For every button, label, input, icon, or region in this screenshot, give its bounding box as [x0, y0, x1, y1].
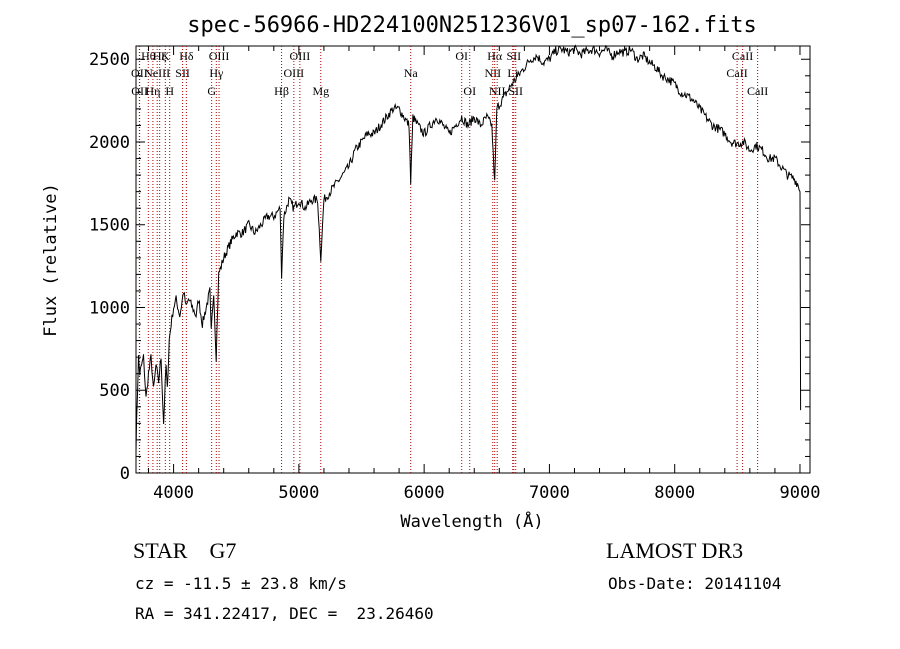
- line-marker-label: G: [207, 84, 216, 98]
- y-axis-label: Flux (relative): [41, 183, 61, 337]
- line-marker-label: SII: [508, 84, 523, 98]
- line-marker-label: Hζ: [153, 49, 167, 63]
- line-marker-label: SII: [175, 66, 190, 80]
- y-tick-label: 1500: [89, 216, 130, 236]
- y-tick-label: 2000: [89, 133, 130, 153]
- line-marker-label: Hβ: [274, 84, 289, 98]
- obs-date: Obs-Date: 20141104: [608, 574, 782, 593]
- line-marker-label: H: [165, 84, 174, 98]
- line-marker-label: OIII: [209, 49, 230, 63]
- axis-ticks: 4000 5000 6000 7000 8000 9000 0 500 1000 1500 2000…: [89, 46, 820, 503]
- line-marker-label: CaII: [726, 66, 747, 80]
- object-class: STAR G7: [133, 538, 237, 563]
- x-axis-label: Wavelength (Å): [400, 510, 543, 532]
- x-tick-label: 5000: [278, 483, 319, 503]
- line-marker-label: OIII: [284, 66, 305, 80]
- y-tick-label: 2500: [89, 50, 130, 70]
- chart-title: spec-56966-HD224100N251236V01_sp07-162.f…: [187, 13, 757, 38]
- line-marker-label: Hγ: [209, 66, 224, 80]
- x-tick-label: 8000: [654, 483, 695, 503]
- line-marker-label: NeIII: [144, 66, 170, 80]
- line-marker-label: OII: [131, 84, 148, 98]
- x-tick-label: 4000: [153, 483, 194, 503]
- line-marker-label: Mg: [312, 84, 329, 98]
- line-marker-label: CaII: [732, 49, 753, 63]
- series-layer: [135, 44, 802, 453]
- line-marker-label: K: [161, 49, 170, 63]
- line-marker-label: CaII: [747, 84, 768, 98]
- spectrum-series-line: [135, 44, 802, 453]
- x-tick-label: 7000: [529, 483, 570, 503]
- ra-dec-line: RA = 341.22417, DEC = 23.26460: [135, 604, 434, 623]
- line-marker-label: NII: [489, 84, 506, 98]
- redshift-line: cz = -11.5 ± 23.8 km/s: [135, 574, 347, 593]
- y-tick-label: 1000: [89, 298, 130, 318]
- line-marker-label: SII: [507, 49, 522, 63]
- line-marker-label: Hα: [487, 49, 503, 63]
- line-marker-label: Hη: [145, 84, 160, 98]
- x-tick-label: 6000: [404, 483, 445, 503]
- survey-name: LAMOST DR3: [606, 538, 744, 563]
- line-marker-label: Na: [404, 66, 419, 80]
- line-marker-label: NII: [484, 66, 501, 80]
- line-marker-label: OIII: [290, 49, 311, 63]
- line-marker-label: OI: [463, 84, 476, 98]
- x-tick-label: 9000: [780, 483, 821, 503]
- y-tick-label: 0: [120, 464, 130, 484]
- spectral-line-markers: OIIOIIHθHηNeIIIHζKHSIIHδGHγOIIIHβOIIIOII…: [131, 46, 768, 473]
- line-marker-label: Hδ: [179, 49, 194, 63]
- plot-frame: [135, 45, 811, 474]
- line-marker-label: Li: [507, 66, 518, 80]
- y-tick-label: 500: [99, 381, 130, 401]
- line-marker-label: OI: [455, 49, 468, 63]
